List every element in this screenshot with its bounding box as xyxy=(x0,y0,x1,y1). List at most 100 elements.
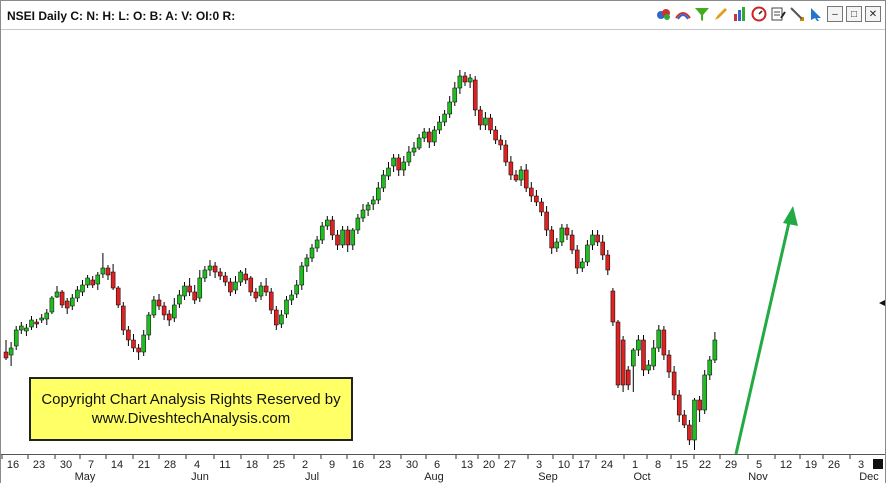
date-axis: 16 23 30 7 14 21 28 4 11 18 25 2 9 16 23 30 6 13 20 27 3 10 17… xyxy=(1,454,885,483)
tick-label: 9 xyxy=(329,459,335,471)
candle-body xyxy=(248,277,254,293)
title-bar: NSEI Daily C: N: H: L: O: B: A: V: OI:0 … xyxy=(1,1,885,30)
toolbar: – □ ✕ xyxy=(656,6,881,22)
tick-labels: 16 23 30 7 14 21 28 4 11 18 25 2 9 16 23 30 6 13 20 27 3 10 17… xyxy=(1,455,864,471)
candle-body xyxy=(207,265,213,271)
candle-body xyxy=(13,329,19,347)
candle-body xyxy=(462,75,468,83)
candle-body xyxy=(381,174,386,189)
candle-body xyxy=(136,347,141,353)
tick-label: 30 xyxy=(60,459,72,471)
candle-body xyxy=(172,304,177,319)
candle-body xyxy=(115,287,121,306)
candle-body xyxy=(625,369,631,386)
candle-body xyxy=(355,217,361,231)
candle-body xyxy=(656,329,662,349)
candle-body xyxy=(707,359,713,376)
candle-body xyxy=(498,139,503,146)
pencil-icon[interactable] xyxy=(713,6,729,22)
candle-body xyxy=(85,277,90,286)
candle-body xyxy=(161,305,167,316)
close-button[interactable]: ✕ xyxy=(865,6,881,22)
tick-label: 1 xyxy=(632,459,638,471)
candle-body xyxy=(345,229,350,246)
candle-body xyxy=(697,399,702,411)
tick-label: 10 xyxy=(558,459,570,471)
candle-body xyxy=(258,285,264,297)
rainbow-icon[interactable] xyxy=(675,6,691,22)
candle-body xyxy=(554,241,560,249)
candle-body xyxy=(376,187,381,201)
price-marker-icon xyxy=(879,300,885,306)
candle-body xyxy=(467,77,473,83)
tick-label: 27 xyxy=(504,459,516,471)
candle-body xyxy=(692,399,697,441)
candle-body xyxy=(427,131,432,143)
price-chart[interactable] xyxy=(1,30,885,454)
month-label: Dec xyxy=(859,471,879,483)
candle-body xyxy=(95,274,101,285)
candle-body xyxy=(34,321,39,325)
candle-body xyxy=(365,204,371,211)
cursor-icon[interactable] xyxy=(808,6,824,22)
filter-icon[interactable] xyxy=(694,6,710,22)
candle-body xyxy=(166,313,172,321)
candle-body xyxy=(100,267,106,275)
candle-body xyxy=(80,284,85,293)
candle-body xyxy=(651,347,656,367)
tick-label: 12 xyxy=(780,459,792,471)
month-label: Aug xyxy=(424,471,444,483)
gauge-icon[interactable] xyxy=(751,6,767,22)
candle-body xyxy=(666,354,672,373)
candle-body xyxy=(529,187,534,197)
candle-body xyxy=(223,275,228,283)
candle-body xyxy=(330,219,335,236)
candle-body xyxy=(202,269,208,279)
tick-label: 20 xyxy=(483,459,495,471)
tick-label: 3 xyxy=(858,459,864,471)
candle-body xyxy=(8,347,14,356)
bars-icon[interactable] xyxy=(732,6,748,22)
minimize-button[interactable]: – xyxy=(827,6,843,22)
candle-body xyxy=(483,117,488,126)
candle-body xyxy=(406,151,412,163)
notes-icon[interactable] xyxy=(770,6,786,22)
candle-body xyxy=(268,291,274,311)
candle-body xyxy=(391,157,396,167)
candle-body xyxy=(182,285,187,297)
candle-body xyxy=(569,234,575,251)
candle-body xyxy=(360,209,366,219)
candle-body xyxy=(335,234,340,246)
candle-body xyxy=(687,424,692,441)
line-tool-icon[interactable] xyxy=(789,6,805,22)
candle-body xyxy=(309,247,315,259)
candle-body xyxy=(238,271,243,283)
candle-body xyxy=(44,312,50,320)
candle-body xyxy=(217,271,223,277)
candle-body xyxy=(110,271,116,289)
candle-body xyxy=(457,75,463,89)
candle-body xyxy=(263,285,269,293)
candle-body xyxy=(636,339,641,351)
candle-body xyxy=(401,161,407,171)
candle-body xyxy=(472,79,478,111)
candle-body xyxy=(228,281,233,293)
indices-icon[interactable] xyxy=(656,6,672,22)
tick-label: 5 xyxy=(756,459,762,471)
maximize-button[interactable]: □ xyxy=(846,6,862,22)
candle-body xyxy=(314,239,320,249)
candle-body xyxy=(610,290,616,323)
candle-body xyxy=(19,325,24,331)
candle-body xyxy=(488,117,493,131)
month-label: Jun xyxy=(191,471,209,483)
candle-body xyxy=(299,265,305,286)
tick-label: 30 xyxy=(406,459,418,471)
candle-body xyxy=(503,144,509,163)
candle-body xyxy=(319,225,325,241)
copyright-box: Copyright Chart Analysis Rights Reserved… xyxy=(29,377,353,441)
tick-label: 4 xyxy=(194,459,200,471)
candle-body xyxy=(3,351,9,359)
candle-body xyxy=(559,227,565,243)
candle-body xyxy=(90,279,95,286)
